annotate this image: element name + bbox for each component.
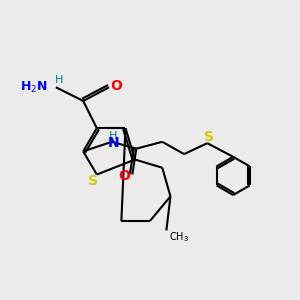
Text: H$_2$N: H$_2$N bbox=[20, 80, 48, 95]
Text: H: H bbox=[55, 75, 64, 85]
Text: O: O bbox=[119, 169, 130, 183]
Text: S: S bbox=[204, 130, 214, 144]
Text: H: H bbox=[109, 131, 117, 141]
Text: S: S bbox=[88, 173, 98, 188]
Text: O: O bbox=[110, 79, 122, 93]
Text: CH$_3$: CH$_3$ bbox=[169, 230, 189, 244]
Text: N: N bbox=[107, 136, 119, 150]
